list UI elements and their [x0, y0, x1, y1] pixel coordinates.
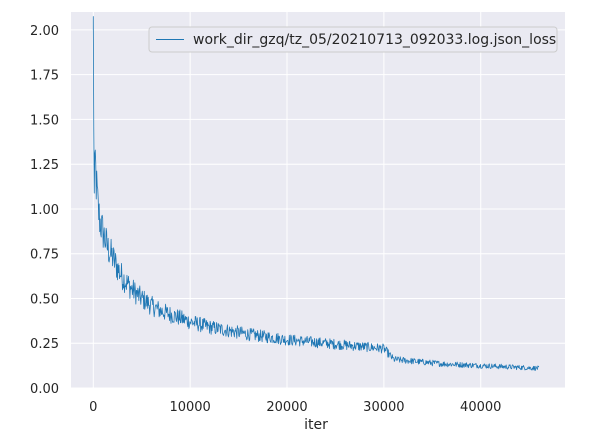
- x-axis-label: iter: [304, 417, 328, 433]
- x-tick-label: 10000: [169, 400, 210, 415]
- loss-series-line: [92, 16, 540, 371]
- grid-lines: [71, 12, 565, 389]
- y-tick-label: 1.25: [30, 158, 59, 173]
- y-tick-labels: 0.00 0.25 0.50 0.75 1.00 1.25 1.50 1.75 2.00: [30, 24, 59, 397]
- plot-background: [71, 12, 565, 388]
- y-tick-label: 0.50: [30, 292, 59, 307]
- x-tick-label: 30000: [363, 400, 404, 415]
- x-tick-labels: 0 10000 20000 30000 40000: [89, 400, 501, 415]
- legend-box: [148, 26, 558, 53]
- x-tick-label: 20000: [266, 400, 307, 415]
- legend: work_dir_gzq/tz_05/20210713_092033.log.j…: [148, 26, 558, 53]
- y-tick-label: 0.00: [30, 382, 59, 397]
- x-tick-label: 40000: [460, 400, 501, 415]
- y-tick-label: 1.50: [30, 113, 59, 128]
- series-layer: [92, 16, 540, 371]
- y-tick-label: 0.25: [30, 337, 59, 352]
- y-tick-label: 1.75: [30, 69, 59, 84]
- x-tick-label: 0: [89, 400, 97, 415]
- y-tick-label: 2.00: [30, 24, 59, 39]
- y-tick-label: 0.75: [30, 248, 59, 263]
- y-tick-label: 1.00: [30, 203, 59, 218]
- legend-label: work_dir_gzq/tz_05/20210713_092033.log.j…: [193, 32, 556, 48]
